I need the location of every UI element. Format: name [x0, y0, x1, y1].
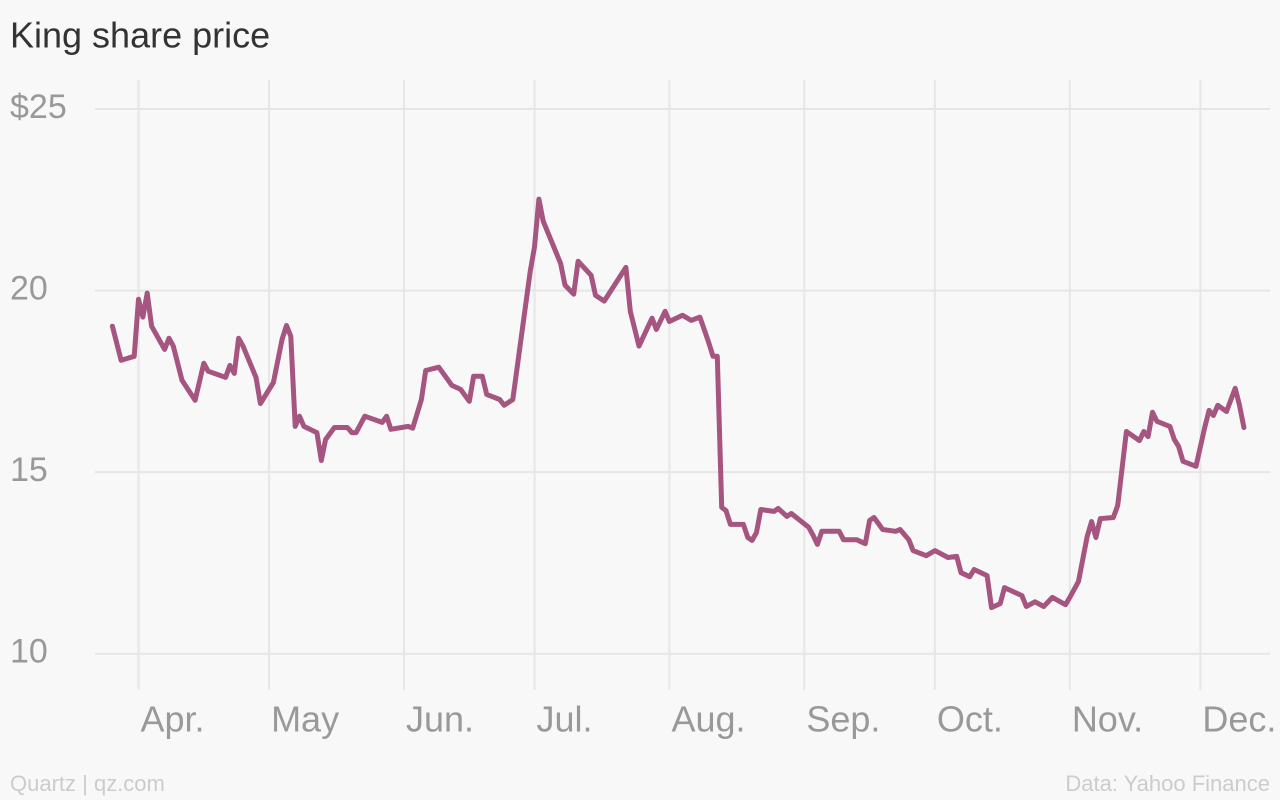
- y-tick-label: 15: [10, 451, 48, 489]
- source-right: Data: Yahoo Finance: [1065, 771, 1270, 796]
- chart-title: King share price: [10, 15, 270, 56]
- price-line: [109, 196, 1247, 611]
- x-tick-label: Aug.: [671, 699, 745, 740]
- x-tick-label: Jun.: [406, 699, 474, 740]
- source-left: Quartz | qz.com: [10, 771, 165, 796]
- x-tick-label: Jul.: [537, 699, 593, 740]
- y-tick-label: 20: [10, 270, 48, 308]
- x-tick-label: Dec.: [1202, 699, 1276, 740]
- x-tick-label: Nov.: [1072, 699, 1143, 740]
- x-tick-label: Sep.: [806, 699, 880, 740]
- y-tick-label: $25: [10, 88, 67, 126]
- x-tick-label: Apr.: [141, 699, 205, 740]
- x-tick-label: May: [271, 699, 339, 740]
- y-tick-label: 10: [10, 633, 48, 671]
- x-tick-label: Oct.: [937, 699, 1003, 740]
